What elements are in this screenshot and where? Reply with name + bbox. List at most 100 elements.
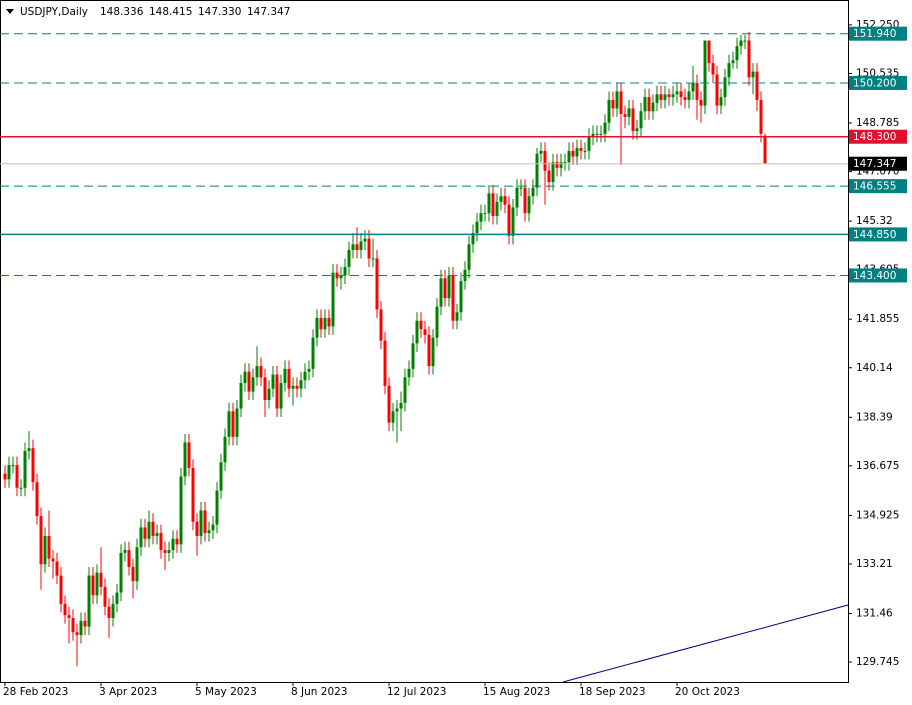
candle-body — [543, 150, 547, 171]
candle-body — [147, 521, 151, 539]
candle-body — [731, 60, 735, 64]
candle-body — [99, 572, 103, 587]
x-tick-label: 28 Feb 2023 — [3, 686, 68, 698]
x-tick-label: 15 Aug 2023 — [483, 686, 550, 698]
current-price-label: 147.347 — [853, 158, 896, 170]
candle-body — [235, 408, 239, 437]
candle-body — [79, 620, 83, 636]
candle-body — [331, 272, 335, 327]
level-label-box — [849, 26, 907, 41]
trend-line — [562, 604, 849, 683]
level-label-box — [849, 75, 907, 90]
candle-body — [179, 476, 183, 545]
candle-body — [359, 241, 363, 250]
candle-body — [663, 94, 667, 100]
level-label: 143.400 — [853, 270, 896, 282]
candle-body — [63, 603, 67, 616]
candle-body — [459, 281, 463, 313]
candle-body — [379, 309, 383, 341]
candle-body — [107, 606, 111, 619]
candle-body — [571, 150, 575, 157]
candle-body — [171, 538, 175, 551]
level-label-box — [849, 227, 907, 242]
candle-body — [511, 207, 515, 236]
marks — [3, 31, 767, 667]
candle-body — [451, 275, 455, 321]
candle-body — [83, 620, 87, 627]
candle-body — [127, 550, 131, 568]
candle-body — [263, 377, 267, 401]
candle-body — [559, 162, 563, 168]
candle-body — [735, 46, 739, 61]
candle-body — [47, 535, 51, 559]
candle-body — [671, 94, 675, 98]
candle-body — [655, 94, 659, 103]
candle-body — [739, 40, 743, 47]
y-tick-label: 131.46 — [856, 607, 893, 619]
candle-body — [723, 77, 727, 98]
y-tick-label: 134.925 — [856, 509, 899, 521]
candle-body — [267, 388, 271, 401]
candle-body — [375, 258, 379, 310]
candle-body — [615, 91, 619, 109]
candle-body — [15, 465, 19, 488]
level-label-box — [849, 129, 907, 144]
candle-body — [183, 442, 187, 477]
candle-body — [547, 170, 551, 183]
candle-body — [603, 122, 607, 134]
candle-body — [159, 533, 163, 551]
candle-body — [703, 40, 707, 106]
candle-body — [11, 465, 15, 467]
candle-body — [39, 516, 43, 565]
candle-body — [339, 275, 343, 279]
candle-body — [455, 312, 459, 321]
candle-body — [519, 187, 523, 189]
candle-body — [471, 232, 475, 245]
candle-body — [223, 436, 227, 463]
candle-body — [535, 153, 539, 188]
candle-body — [243, 371, 247, 384]
candle-body — [759, 99, 763, 134]
y-tick-label: 129.745 — [856, 656, 899, 668]
candle-body — [755, 71, 759, 100]
candle-body — [215, 490, 219, 525]
candle-body — [747, 40, 751, 78]
y-tick-label: 148.785 — [856, 117, 899, 129]
candle-body — [483, 213, 487, 215]
candle-body — [403, 377, 407, 403]
y-tick-label: 138.39 — [856, 411, 893, 423]
candle-body — [727, 63, 731, 78]
candle-body — [19, 487, 23, 489]
candle-body — [131, 567, 135, 582]
candle-body — [219, 462, 223, 491]
candle-body — [271, 374, 275, 389]
x-tick-label: 8 Jun 2023 — [291, 686, 347, 698]
candle-body — [279, 383, 283, 409]
candle-body — [587, 136, 591, 151]
candle-body — [371, 258, 375, 260]
candle-body — [579, 148, 583, 151]
header-open: 148.336 — [100, 6, 144, 18]
candle-body — [627, 108, 631, 117]
candle-body — [199, 510, 203, 536]
candle-body — [67, 615, 71, 619]
candle-body — [567, 150, 571, 163]
candle-body — [527, 196, 531, 214]
candle-body — [643, 97, 647, 112]
candle-body — [691, 82, 695, 92]
candle-body — [299, 380, 303, 389]
candle-body — [355, 244, 359, 250]
candle-body — [247, 371, 251, 392]
y-tick-label: 140.14 — [856, 362, 893, 374]
candle-body — [119, 552, 123, 593]
candle-body — [71, 618, 75, 633]
candle-body — [287, 368, 291, 389]
candle-body — [611, 99, 615, 109]
candle-body — [95, 572, 99, 596]
header-low: 147.330 — [198, 6, 241, 18]
candle-body — [667, 94, 671, 98]
candle-body — [479, 213, 483, 222]
header-close: 147.347 — [247, 6, 290, 18]
candle-body — [151, 521, 155, 536]
candle-body — [123, 550, 127, 553]
